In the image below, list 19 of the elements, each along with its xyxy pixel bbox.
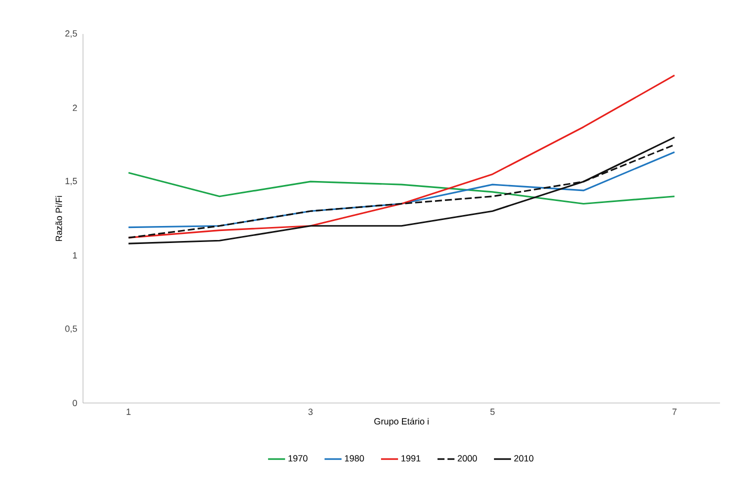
x-tick-label: 1 — [126, 408, 131, 415]
y-axis-title: Razão Pi/Fi — [55, 196, 62, 241]
x-tick-label: 7 — [672, 408, 677, 415]
x-axis-title: Grupo Etário i — [374, 418, 429, 426]
legend-label: 2010 — [514, 455, 534, 462]
y-tick-label: 0,5 — [65, 325, 77, 333]
legend-label: 1991 — [402, 455, 420, 462]
y-tick-label: 0 — [72, 400, 78, 406]
legend-label: 1970 — [288, 455, 308, 462]
x-tick-label: 5 — [490, 408, 495, 415]
legend-label: 2000 — [458, 455, 477, 462]
x-tick-label: 3 — [308, 408, 313, 415]
y-tick-label: 2 — [72, 104, 77, 111]
legend-label: 1980 — [345, 455, 364, 462]
line-series — [128, 74, 676, 238]
y-tick-label: 2,5 — [65, 30, 77, 38]
y-tick-label: 1 — [73, 252, 77, 258]
line-series — [128, 172, 676, 205]
y-tick-label: 1,5 — [66, 178, 77, 186]
